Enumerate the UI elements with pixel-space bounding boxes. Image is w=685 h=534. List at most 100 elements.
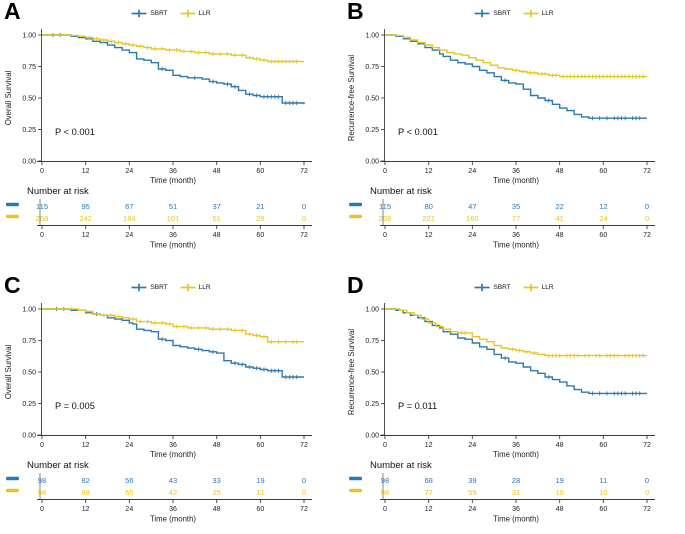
x-tick-label: 60 xyxy=(599,168,607,175)
risk-count-llr: 31 xyxy=(512,488,520,497)
y-axis-title: Recurrence-free Survival xyxy=(347,55,356,141)
risk-x-tick-label: 24 xyxy=(125,232,133,239)
legend: SBRT LLR xyxy=(0,9,342,18)
panel-d: D SBRT LLR 1.00 0.75 0.50 0.25 0.00 0 12 24 36 48… xyxy=(343,272,685,534)
risk-x-tick-label: 48 xyxy=(556,232,564,239)
risk-count-llr: 101 xyxy=(167,214,180,223)
legend-item-sbrt[interactable]: SBRT xyxy=(474,9,511,18)
legend-item-llr[interactable]: LLR xyxy=(523,283,554,292)
risk-x-tick-label: 12 xyxy=(82,506,90,513)
risk-count-llr: 184 xyxy=(123,214,136,223)
risk-x-tick-label: 72 xyxy=(300,506,308,513)
risk-count-sbrt: 98 xyxy=(381,476,389,485)
risk-count-sbrt: 43 xyxy=(169,476,177,485)
risk-x-tick-label: 12 xyxy=(425,232,433,239)
legend-label-llr: LLR xyxy=(198,284,211,291)
legend-item-sbrt[interactable]: SBRT xyxy=(131,283,168,292)
risk-count-llr: 51 xyxy=(212,214,220,223)
legend-label-llr: LLR xyxy=(198,10,211,17)
llr-censor-marker-icon xyxy=(180,283,196,292)
sbrt-censor-marker-icon xyxy=(131,9,147,18)
x-tick-label: 0 xyxy=(40,168,44,175)
legend: SBRT LLR xyxy=(0,283,342,292)
panel-a: A SBRT LLR 1.00 0.75 0.50 0.25 0.00 0 12 24 36 48… xyxy=(0,0,342,260)
risk-x-tick-label: 72 xyxy=(643,506,651,513)
x-tick-label: 24 xyxy=(125,442,133,449)
risk-count-llr: 29 xyxy=(256,214,264,223)
risk-x-tick-label: 48 xyxy=(213,232,221,239)
risk-count-llr: 19 xyxy=(555,488,563,497)
risk-count-sbrt: 68 xyxy=(424,476,432,485)
risk-count-llr: 55 xyxy=(468,488,476,497)
y-tick-label: 0.00 xyxy=(365,432,379,439)
x-tick-label: 12 xyxy=(425,168,433,175)
x-tick-label: 36 xyxy=(512,442,520,449)
y-tick-label: 0.50 xyxy=(22,369,36,376)
legend-item-sbrt[interactable]: SBRT xyxy=(474,283,511,292)
panel-letter-a: A xyxy=(4,0,22,24)
km-curve-llr xyxy=(42,34,304,63)
risk-count-llr: 41 xyxy=(555,214,563,223)
x-axis-title: Time (month) xyxy=(150,176,196,185)
legend-item-llr[interactable]: LLR xyxy=(523,9,554,18)
risk-count-sbrt: 39 xyxy=(468,476,476,485)
legend-label-sbrt: SBRT xyxy=(493,284,511,291)
panel-letter-b: B xyxy=(347,0,365,24)
risk-row-marker-sbrt xyxy=(6,476,19,481)
risk-x-tick-label: 24 xyxy=(125,506,133,513)
x-tick-label: 12 xyxy=(425,442,433,449)
x-axis-title: Time (month) xyxy=(493,450,539,459)
risk-table-title: Number at risk xyxy=(370,186,432,197)
risk-x-axis-title: Time (month) xyxy=(493,241,539,250)
km-curve-sbrt xyxy=(42,34,305,105)
y-tick-label: 1.00 xyxy=(365,32,379,39)
km-plot-c: 1.00 0.75 0.50 0.25 0.00 0 12 24 36 48 60 72 Time (m… xyxy=(4,303,312,459)
km-curve-sbrt xyxy=(42,308,304,378)
risk-x-tick-label: 12 xyxy=(82,232,90,239)
legend-label-sbrt: SBRT xyxy=(150,284,168,291)
risk-table-title: Number at risk xyxy=(370,460,432,471)
risk-x-tick-label: 24 xyxy=(468,506,476,513)
legend-item-llr[interactable]: LLR xyxy=(180,283,211,292)
km-plot-a: 1.00 0.75 0.50 0.25 0.00 0 12 24 36 48 60 72 Time (m… xyxy=(4,29,312,185)
risk-count-sbrt: 0 xyxy=(645,476,649,485)
x-tick-label: 48 xyxy=(556,168,564,175)
risk-x-axis-title: Time (month) xyxy=(150,241,196,250)
risk-x-tick-label: 60 xyxy=(599,232,607,239)
legend-item-llr[interactable]: LLR xyxy=(180,9,211,18)
x-axis-title: Time (month) xyxy=(493,176,539,185)
risk-count-llr: 77 xyxy=(424,488,432,497)
p-value-label: P = 0.011 xyxy=(398,401,437,411)
risk-table-title: Number at risk xyxy=(27,186,89,197)
risk-x-tick-label: 60 xyxy=(599,506,607,513)
risk-count-llr: 221 xyxy=(422,214,435,223)
x-tick-label: 0 xyxy=(383,168,387,175)
risk-count-llr: 160 xyxy=(466,214,479,223)
risk-row-marker-sbrt xyxy=(349,476,362,481)
y-tick-label: 1.00 xyxy=(22,306,36,313)
sbrt-censor-marker-icon xyxy=(131,283,147,292)
legend-item-sbrt[interactable]: SBRT xyxy=(131,9,168,18)
p-value-label: P < 0.001 xyxy=(398,127,438,137)
y-axis-title: Overall Survival xyxy=(4,344,13,399)
risk-count-sbrt: 35 xyxy=(512,202,520,211)
km-curve-llr xyxy=(42,308,304,343)
risk-count-llr: 42 xyxy=(169,488,177,497)
risk-row-marker-sbrt xyxy=(349,202,362,207)
risk-count-sbrt: 0 xyxy=(645,202,649,211)
x-tick-label: 36 xyxy=(169,168,177,175)
x-tick-label: 48 xyxy=(556,442,564,449)
y-tick-label: 0.75 xyxy=(22,338,36,345)
y-tick-label: 0.25 xyxy=(365,401,379,408)
risk-count-sbrt: 95 xyxy=(81,202,89,211)
y-axis-title: Overall Survival xyxy=(4,70,13,125)
risk-count-llr: 24 xyxy=(599,214,607,223)
risk-row-marker-llr xyxy=(6,488,19,493)
risk-table-a: 115 95 67 51 37 21 0 268 242 184 101 51 29 0 0 12 24 36 48… xyxy=(6,199,312,250)
risk-row-marker-llr xyxy=(349,488,362,493)
risk-count-llr: 10 xyxy=(599,488,607,497)
legend-label-llr: LLR xyxy=(541,284,554,291)
risk-x-tick-label: 48 xyxy=(213,506,221,513)
x-tick-label: 72 xyxy=(643,442,651,449)
x-tick-label: 60 xyxy=(599,442,607,449)
